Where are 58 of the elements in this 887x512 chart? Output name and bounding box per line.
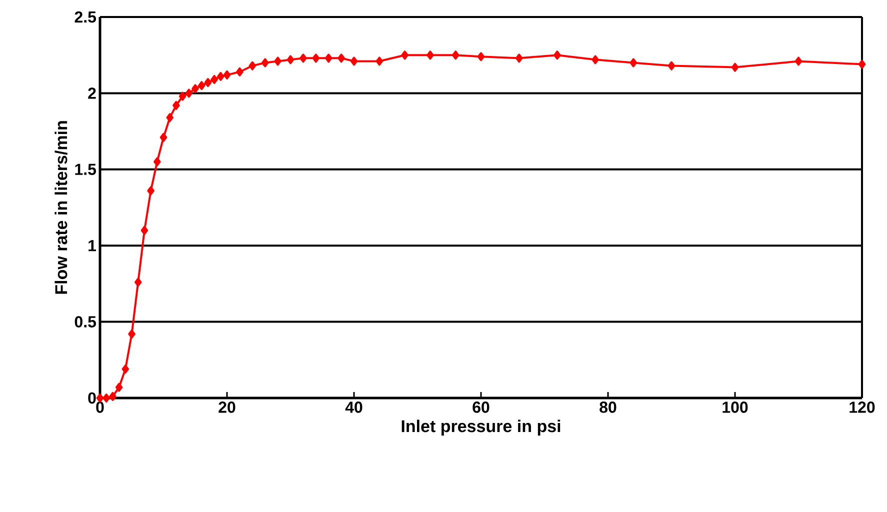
x-tick-label: 40 bbox=[345, 402, 362, 413]
point bbox=[794, 56, 802, 66]
point bbox=[554, 50, 561, 60]
point bbox=[324, 54, 332, 63]
point bbox=[350, 56, 358, 66]
point bbox=[858, 60, 866, 69]
point bbox=[236, 67, 244, 76]
point bbox=[274, 56, 282, 66]
point bbox=[185, 88, 193, 98]
x-tick-label: 20 bbox=[218, 402, 236, 413]
point bbox=[376, 56, 384, 66]
point bbox=[210, 74, 218, 84]
x-tick-label: 60 bbox=[472, 402, 490, 413]
point bbox=[102, 394, 110, 402]
point bbox=[426, 50, 434, 60]
point bbox=[140, 226, 148, 235]
point bbox=[134, 278, 142, 287]
y-tick-label: 1 bbox=[88, 240, 96, 252]
y-tick-label: 2 bbox=[88, 88, 96, 99]
point bbox=[286, 55, 294, 64]
point bbox=[147, 186, 154, 196]
point bbox=[217, 72, 224, 81]
point bbox=[154, 157, 161, 166]
point bbox=[192, 84, 199, 94]
point bbox=[198, 81, 206, 90]
point bbox=[338, 54, 345, 63]
point bbox=[261, 58, 269, 68]
x-tick-label: 0 bbox=[96, 402, 104, 413]
point bbox=[248, 61, 256, 70]
y-tick-label: 0.5 bbox=[74, 316, 96, 328]
point bbox=[115, 382, 123, 392]
point bbox=[128, 329, 136, 338]
x-axis-title: Inlet pressure in psi bbox=[402, 420, 560, 436]
point bbox=[452, 50, 460, 60]
point bbox=[731, 62, 739, 72]
point bbox=[515, 54, 523, 63]
point bbox=[401, 50, 408, 60]
point bbox=[592, 55, 599, 64]
point bbox=[223, 70, 231, 80]
point bbox=[668, 61, 676, 70]
y-tick-label: 1.5 bbox=[75, 164, 96, 175]
point bbox=[300, 54, 307, 63]
point bbox=[477, 52, 485, 62]
x-tick-label: 80 bbox=[600, 402, 616, 413]
point bbox=[204, 78, 212, 88]
x-tick-label: 100 bbox=[722, 402, 748, 413]
point bbox=[122, 364, 130, 374]
y-tick-label: 2.5 bbox=[74, 11, 96, 23]
point bbox=[312, 54, 320, 63]
point bbox=[172, 100, 180, 110]
y-tick-label: 0 bbox=[88, 392, 96, 404]
x-tick-label: 120 bbox=[850, 402, 875, 413]
point bbox=[109, 392, 116, 401]
point bbox=[178, 92, 186, 101]
point bbox=[630, 58, 638, 68]
y-axis-title: Flow rate in liters/min bbox=[54, 121, 68, 294]
point bbox=[166, 113, 174, 122]
point bbox=[160, 132, 168, 142]
